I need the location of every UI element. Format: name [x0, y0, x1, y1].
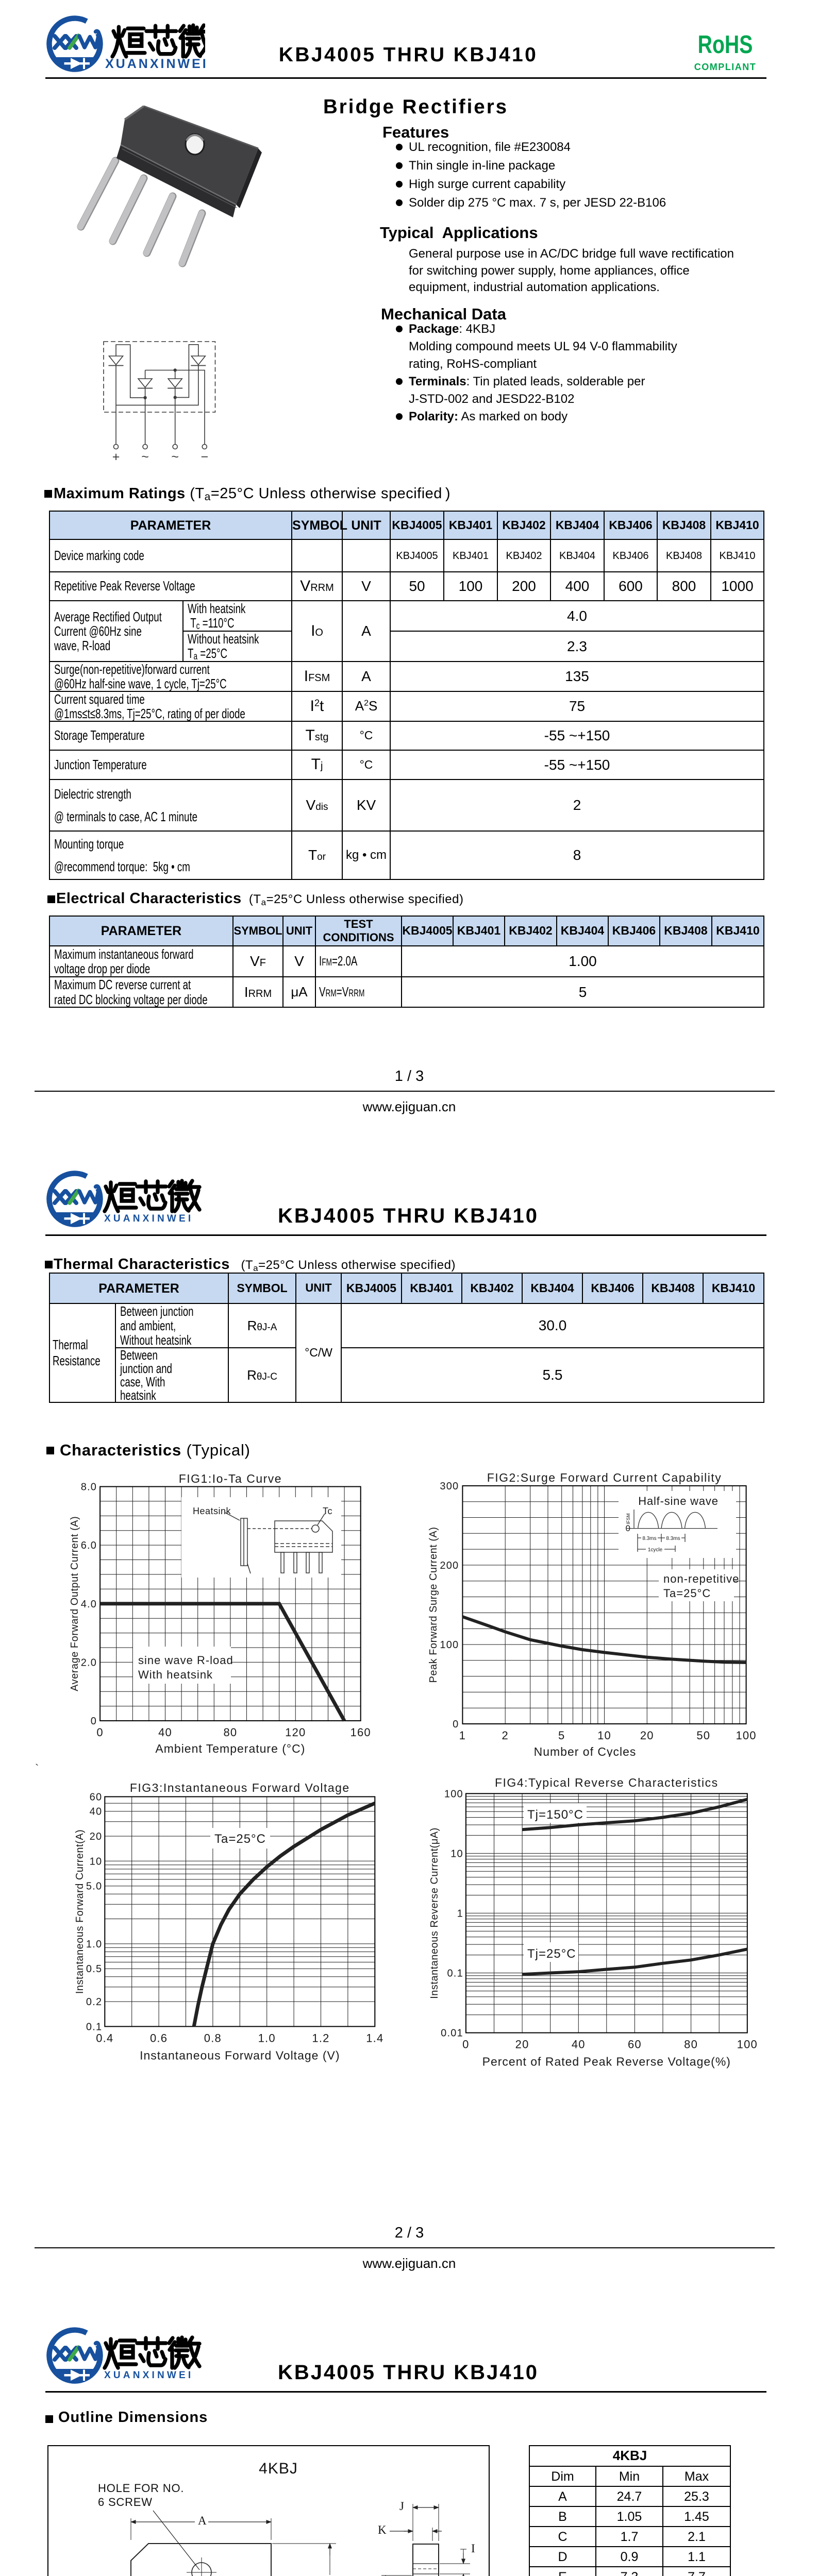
svg-text:80: 80 — [223, 1726, 237, 1739]
svg-text:Tj=150°C: Tj=150°C — [527, 1808, 583, 1822]
svg-text:5.0: 5.0 — [86, 1881, 102, 1892]
svg-text:0.6: 0.6 — [150, 2031, 168, 2044]
svg-text:sine wave R-load: sine wave R-load — [138, 1654, 233, 1667]
svg-text:100: 100 — [440, 1639, 459, 1651]
svg-text:0.1: 0.1 — [86, 2021, 102, 2032]
svg-text:Average Forward Output Current: Average Forward Output Current (A) — [69, 1516, 80, 1691]
svg-text:40: 40 — [158, 1726, 172, 1739]
svg-text:Instantaneous Reverse Current(: Instantaneous Reverse Current(μA) — [429, 1827, 440, 1999]
svg-text:50: 50 — [696, 1729, 710, 1742]
svg-text:8.3ms: 8.3ms — [666, 1536, 680, 1541]
svg-text:FIG2:Surge Forward Current Cap: FIG2:Surge Forward Current Capability — [487, 1471, 722, 1484]
svg-text:Peak Forward Surge Current: Peak Forward Surge Current (A) — [428, 1527, 439, 1683]
svg-text:20: 20 — [90, 1831, 103, 1842]
svg-text:300: 300 — [440, 1481, 459, 1492]
svg-text:60: 60 — [628, 2038, 642, 2051]
svg-text:0.2: 0.2 — [86, 1996, 102, 2008]
svg-text:Ta=25°C: Ta=25°C — [663, 1587, 711, 1600]
svg-text:6.0: 6.0 — [81, 1540, 97, 1551]
svg-text:80: 80 — [684, 2038, 698, 2051]
svg-text:IFSM: IFSM — [626, 1513, 631, 1524]
svg-text:With heatsink: With heatsink — [138, 1668, 213, 1681]
svg-text:200: 200 — [440, 1560, 459, 1571]
svg-text:1.0: 1.0 — [86, 1939, 102, 1950]
svg-text:10: 10 — [450, 1848, 463, 1859]
svg-text:60: 60 — [90, 1791, 103, 1803]
svg-text:40: 40 — [572, 2038, 586, 2051]
svg-text:0.8: 0.8 — [204, 2031, 222, 2044]
svg-text:0.1: 0.1 — [447, 1968, 463, 1979]
svg-text:Tj=25°C: Tj=25°C — [527, 1947, 576, 1961]
svg-text:0: 0 — [96, 1726, 103, 1739]
svg-text:Ambient Temperature (°C): Ambient Temperature (°C) — [155, 1742, 305, 1755]
svg-text:100: 100 — [736, 1729, 756, 1742]
svg-text:160: 160 — [350, 1726, 371, 1739]
svg-text:1.4: 1.4 — [366, 2031, 383, 2044]
svg-text:1.2: 1.2 — [312, 2031, 329, 2044]
svg-text:Heatsink: Heatsink — [193, 1506, 231, 1516]
svg-text:120: 120 — [285, 1726, 306, 1739]
svg-text:8.3ms: 8.3ms — [642, 1536, 656, 1541]
svg-text:0.4: 0.4 — [96, 2031, 113, 2044]
svg-text:0: 0 — [462, 2038, 469, 2051]
svg-text:Instantaneous Forward Current(: Instantaneous Forward Current(A) — [74, 1829, 86, 1994]
svg-text:10: 10 — [90, 1856, 103, 1867]
svg-text:40: 40 — [90, 1806, 103, 1818]
svg-text:20: 20 — [640, 1729, 654, 1742]
svg-text:1.0: 1.0 — [258, 2031, 276, 2044]
svg-text:2.0: 2.0 — [81, 1657, 97, 1668]
svg-text:5: 5 — [558, 1729, 565, 1742]
svg-text:0: 0 — [91, 1716, 97, 1727]
svg-text:1cycle: 1cycle — [648, 1547, 663, 1553]
svg-text:Ta=25°C: Ta=25°C — [214, 1832, 266, 1846]
svg-text:1: 1 — [459, 1729, 466, 1742]
svg-text:100: 100 — [444, 1788, 463, 1800]
svg-text:100: 100 — [737, 2038, 758, 2051]
svg-text:20: 20 — [515, 2038, 529, 2051]
svg-text:0.5: 0.5 — [86, 1963, 102, 1975]
svg-text:Percent of Rated Peak Reverse: Percent of Rated Peak Reverse Voltage(%) — [482, 2055, 731, 2069]
svg-text:FIG3:Instantaneous Forward Vol: FIG3:Instantaneous Forward Voltage — [130, 1781, 350, 1794]
svg-text:10: 10 — [597, 1729, 611, 1742]
svg-text:1: 1 — [457, 1908, 463, 1919]
svg-text:4.0: 4.0 — [81, 1599, 97, 1610]
svg-text:0.01: 0.01 — [441, 2028, 463, 2039]
svg-text:non-repetitive: non-repetitive — [663, 1572, 739, 1585]
svg-text:Tc: Tc — [323, 1506, 332, 1516]
svg-text:Instantaneous Forward Voltage: Instantaneous Forward Voltage (V) — [140, 2048, 340, 2062]
svg-text:0: 0 — [626, 1523, 630, 1533]
svg-text:2: 2 — [502, 1729, 508, 1742]
svg-text:Half-sine wave: Half-sine wave — [638, 1495, 718, 1507]
svg-text:Number of Cycles: Number of Cycles — [534, 1745, 637, 1757]
svg-text:8.0: 8.0 — [81, 1482, 97, 1493]
svg-text:0: 0 — [453, 1719, 459, 1730]
svg-text:FIG1:Io-Ta Curve: FIG1:Io-Ta Curve — [179, 1472, 282, 1485]
svg-text:FIG4:Typical Reverse Character: FIG4:Typical Reverse Characteristics — [495, 1776, 719, 1789]
